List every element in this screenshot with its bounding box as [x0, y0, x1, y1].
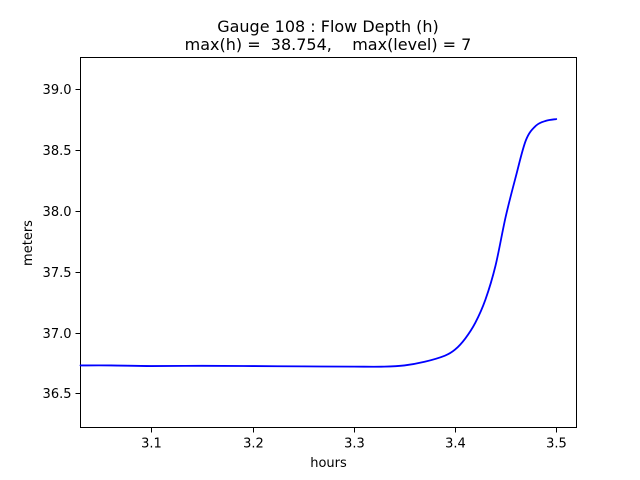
- y-tick-label: 39.0: [43, 83, 72, 98]
- series-line-0: [79, 118, 558, 368]
- plot-frame: [80, 57, 577, 428]
- x-tick-label: 3.2: [243, 437, 264, 452]
- x-tick-label: 3.5: [546, 437, 567, 452]
- ticks-layer: 3.1 3.2 3.3 3.4 3.5 36.5 37.0 37.5 38.0 38.5 39.0: [43, 83, 567, 452]
- y-tick-label: 37.0: [43, 327, 72, 342]
- y-axis-label: meters: [21, 220, 36, 266]
- chart-title: Gauge 108 : Flow Depth (h): [217, 17, 439, 36]
- x-tick-label: 3.3: [344, 437, 365, 452]
- x-axis-label: hours: [310, 456, 347, 471]
- x-tick-label: 3.1: [141, 437, 162, 452]
- series-layer: [79, 118, 558, 368]
- x-tick-label: 3.4: [445, 437, 466, 452]
- y-tick-label: 38.0: [43, 205, 72, 220]
- y-tick-label: 38.5: [43, 144, 72, 159]
- chart-subtitle: max(h) = 38.754, max(level) = 7: [185, 35, 472, 54]
- y-tick-label: 36.5: [43, 387, 72, 402]
- y-tick-label: 37.5: [43, 266, 72, 281]
